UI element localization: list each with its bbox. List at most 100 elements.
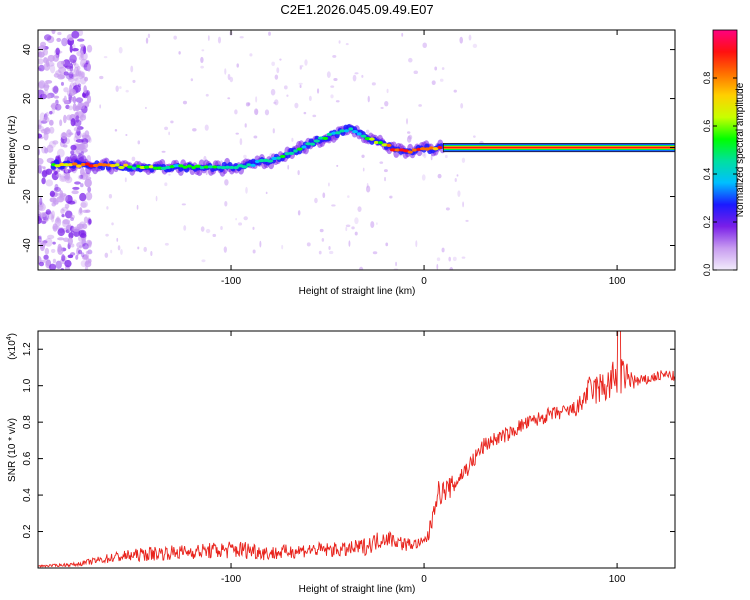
heatmap-speck [68,232,74,239]
ridge-core [118,165,125,170]
colorbar: 0.0 0.2 0.4 0.6 0.8 Normalized spectral ampl… [702,29,746,276]
snr-x-axis-label: Height of straight line (km) [299,584,416,595]
snr-panel: -100 0 100 0.2 0.4 0.6 0.8 1.0 1.2 Height of st… [6,330,676,595]
heatmap-speck [57,31,62,36]
heatmap-speck [297,170,300,176]
heatmap-speck [379,161,384,164]
heatmap-speck [43,254,49,260]
heatmap-speck [87,62,91,72]
heatmap-speck [49,64,56,74]
ridge-core [369,137,375,141]
heatmap-speck [354,72,359,75]
heatmap-speck [259,240,262,248]
heatmap-speck [164,182,168,187]
ridge-core [173,164,180,168]
heatmap-speck [461,256,466,259]
y-tick-label: -20 [22,189,33,204]
heatmap-speck [63,144,68,148]
heatmap-speck [57,246,64,255]
heatmap-speck [69,44,73,53]
heatmap-speck [69,88,77,96]
heatmap-speck [314,197,318,204]
heatmap-speck [38,125,45,132]
heatmap-speck [401,32,404,37]
ridge-core [178,164,184,168]
heatmap-speck [335,100,340,103]
heatmap-speck [441,67,445,71]
heatmap-speck [431,80,436,86]
ridge-core [416,147,421,151]
heatmap-speck [145,37,149,44]
heatmap-speck [170,120,174,124]
heatmap-speck [88,218,92,225]
heatmap-speck [227,97,231,100]
heatmap-speck [132,79,136,83]
heatmap-speck [371,82,376,86]
heatmap-speck [274,99,279,106]
heatmap-speck [59,175,68,182]
heatmap-speck [83,85,87,94]
heatmap-speck [445,207,450,211]
heatmap-speck [59,193,66,198]
ridge-core [360,134,367,138]
heatmap-speck [103,56,108,59]
heatmap-speck [61,254,66,262]
heatmap-speck [108,194,113,199]
heatmap-speck [49,126,55,134]
heatmap-speck [70,214,75,219]
heatmap-speck [421,152,426,157]
heatmap-speck [306,242,311,247]
ridge-core [271,156,278,161]
heatmap-speck [125,133,128,137]
ridge-core [62,163,70,167]
heatmap-speck [274,74,279,80]
ridge-core [276,156,281,160]
heatmap-speck [83,216,89,224]
heatmap-speck [118,46,123,54]
heatmap-speck [147,33,151,39]
heatmap-speck [85,209,91,213]
ridge-core [92,163,99,168]
heatmap-speck [318,250,322,255]
spectrogram-panel: -100 0 100 -40 -20 0 20 40 Height of straight … [7,29,676,297]
heatmap-speck [51,30,56,35]
heatmap-speck [42,84,50,88]
heatmap-speck [321,237,325,242]
heatmap-speck [329,250,334,255]
heatmap-speck [41,177,46,185]
ridge-core [207,165,214,169]
y-tick-label: -40 [22,238,33,253]
heatmap-speck [65,73,74,80]
ridge-core [241,165,248,169]
heatmap-speck [80,200,89,208]
heatmap-speck [328,246,331,250]
ridge-mid [325,135,332,142]
heatmap-speck [67,77,75,82]
heatmap-speck [365,185,371,193]
heatmap-speck [380,106,384,110]
heatmap-speck [331,204,336,207]
heatmap-speck [70,150,75,155]
heatmap-speck [99,75,104,80]
heatmap-speck [265,191,268,195]
heatmap-speck [354,217,359,225]
heatmap-speck [299,84,302,89]
heatmap-speck [345,226,348,232]
heatmap-speck [53,187,61,193]
heatmap-speck [205,228,211,234]
heatmap-speck [43,48,49,56]
ridge-core [194,164,202,168]
ridge-core [280,154,286,159]
heatmap-speck [47,234,55,240]
heatmap-speck [60,208,65,215]
heatmap-speck [61,213,65,218]
heatmap-speck [255,96,258,103]
heatmap-speck [297,210,301,216]
ridge-core [71,162,78,166]
heatmap-speck [38,261,45,267]
heatmap-speck [279,58,282,61]
heatmap-speck [268,31,271,36]
heatmap-speck [448,256,451,262]
heatmap-speck [50,102,59,110]
heatmap-speck [45,209,51,215]
